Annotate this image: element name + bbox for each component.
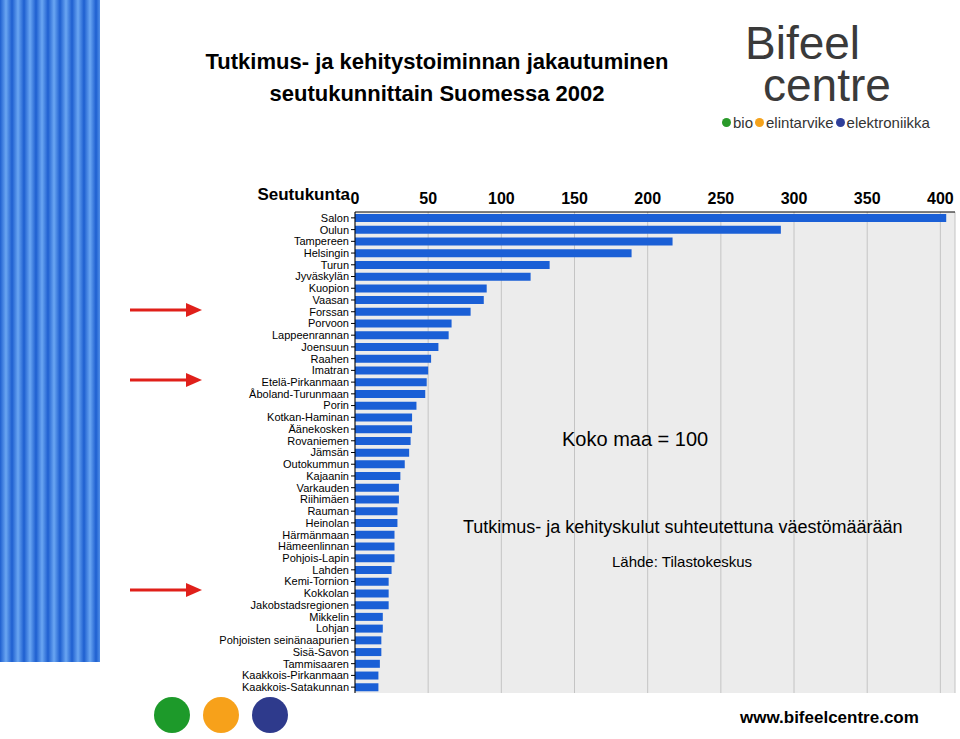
svg-text:100: 100 [488,190,515,207]
svg-text:Varkauden: Varkauden [297,482,349,494]
html-text:bio: bio [733,114,753,131]
svg-text:350: 350 [854,190,881,207]
html-text:Seutukunta: Seutukunta [257,185,350,204]
svg-text:Oulun: Oulun [320,224,349,236]
svg-text:Riihimäen: Riihimäen [300,493,349,505]
svg-text:Sisä-Savon: Sisä-Savon [293,646,349,658]
svg-text:Kokkolan: Kokkolan [304,587,349,599]
svg-text:Äänekosken: Äänekosken [288,423,349,435]
html-text:Lähde: Tilastokeskus: Lähde: Tilastokeskus [612,553,753,570]
html-text:centre: centre [763,59,891,111]
svg-text:Etelä-Pirkanmaan: Etelä-Pirkanmaan [262,376,349,388]
svg-text:Tammisaaren: Tammisaaren [283,658,349,670]
html-text:elektroniikka: elektroniikka [846,114,930,131]
svg-text:Forssan: Forssan [309,306,349,318]
svg-text:300: 300 [781,190,808,207]
html-text:Bifeel: Bifeel [745,17,861,69]
html-text:www.bifeelcentre.com: www.bifeelcentre.com [740,708,919,727]
svg-text:Turun: Turun [321,259,349,271]
svg-text:Rovaniemen: Rovaniemen [287,435,349,447]
svg-text:Härmänmaan: Härmänmaan [282,529,349,541]
html-text:Koko maa = 100: Koko maa = 100 [562,428,709,450]
svg-text:Joensuun: Joensuun [301,341,349,353]
svg-text:Lahden: Lahden [312,564,349,576]
svg-text:200: 200 [634,190,661,207]
svg-text:Porvoon: Porvoon [308,317,349,329]
svg-text:Heinolan: Heinolan [306,517,349,529]
svg-text:Jakobstadsregionen: Jakobstadsregionen [251,599,349,611]
svg-text:Salon: Salon [321,212,349,224]
html-text:Tutkimus- ja kehityskulut suht: Tutkimus- ja kehityskulut suhteutettuna … [463,517,903,537]
svg-text:50: 50 [419,190,437,207]
svg-text:Porin: Porin [323,399,349,411]
svg-text:Vaasan: Vaasan [313,294,350,306]
svg-text:Lappeenrannan: Lappeenrannan [272,329,349,341]
svg-text:Kuopion: Kuopion [309,282,349,294]
svg-text:Mikkelin: Mikkelin [309,611,349,623]
svg-text:Raahen: Raahen [310,353,349,365]
svg-text:Kajaanin: Kajaanin [306,470,349,482]
svg-text:Kemi-Tornion: Kemi-Tornion [284,575,349,587]
svg-text:Rauman: Rauman [307,505,349,517]
svg-text:0: 0 [351,190,360,207]
svg-text:Åboland-Turunmaan: Åboland-Turunmaan [249,388,349,400]
svg-text:Imatran: Imatran [312,364,349,376]
html-text:Tutkimus- ja kehitystoiminnan: Tutkimus- ja kehitystoiminnan jakautumin… [205,49,669,106]
svg-text:Tampereen: Tampereen [294,235,349,247]
svg-text:Hämeenlinnan: Hämeenlinnan [278,540,349,552]
svg-text:150: 150 [561,190,588,207]
svg-text:Outokummun: Outokummun [283,458,349,470]
svg-text:Kaakkois-Satakunnan: Kaakkois-Satakunnan [242,681,349,693]
svg-text:Helsingin: Helsingin [304,247,349,259]
svg-text:400: 400 [927,190,952,207]
svg-text:Kotkan-Haminan: Kotkan-Haminan [267,411,349,423]
svg-text:Pohjoisten seinänaapurien: Pohjoisten seinänaapurien [219,634,349,646]
svg-text:Pohjois-Lapin: Pohjois-Lapin [282,552,349,564]
svg-text:Kaakkois-Pirkanmaan: Kaakkois-Pirkanmaan [242,669,349,681]
html-text:elintarvike: elintarvike [766,114,834,131]
svg-text:250: 250 [708,190,735,207]
svg-text:Jyväskylän: Jyväskylän [295,270,349,282]
svg-text:Jämsän: Jämsän [310,446,349,458]
svg-text:Lohjan: Lohjan [316,622,349,634]
